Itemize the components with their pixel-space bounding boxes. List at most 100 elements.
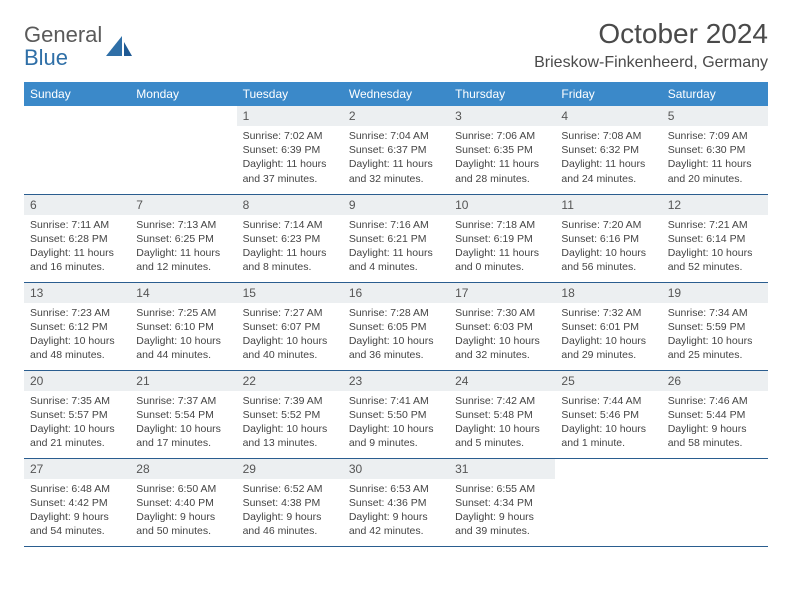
calendar-cell: 2Sunrise: 7:04 AMSunset: 6:37 PMDaylight… (343, 106, 449, 194)
calendar-cell-empty: . (130, 106, 236, 194)
day-number: 21 (130, 371, 236, 391)
day-details: Sunrise: 6:55 AMSunset: 4:34 PMDaylight:… (449, 479, 555, 543)
day-number: 24 (449, 371, 555, 391)
day-details: Sunrise: 7:41 AMSunset: 5:50 PMDaylight:… (343, 391, 449, 455)
day-number: 15 (237, 283, 343, 303)
calendar-cell: 18Sunrise: 7:32 AMSunset: 6:01 PMDayligh… (555, 282, 661, 370)
day-number: 27 (24, 459, 130, 479)
weekday-header-row: SundayMondayTuesdayWednesdayThursdayFrid… (24, 82, 768, 106)
header: General Blue October 2024 Brieskow-Finke… (24, 18, 768, 72)
calendar-body: ..1Sunrise: 7:02 AMSunset: 6:39 PMDaylig… (24, 106, 768, 546)
day-details: Sunrise: 7:28 AMSunset: 6:05 PMDaylight:… (343, 303, 449, 367)
calendar-cell: 15Sunrise: 7:27 AMSunset: 6:07 PMDayligh… (237, 282, 343, 370)
calendar-row: ..1Sunrise: 7:02 AMSunset: 6:39 PMDaylig… (24, 106, 768, 194)
calendar-cell: 29Sunrise: 6:52 AMSunset: 4:38 PMDayligh… (237, 458, 343, 546)
calendar-cell: 5Sunrise: 7:09 AMSunset: 6:30 PMDaylight… (662, 106, 768, 194)
calendar-cell: 17Sunrise: 7:30 AMSunset: 6:03 PMDayligh… (449, 282, 555, 370)
day-number: 8 (237, 195, 343, 215)
day-number: 22 (237, 371, 343, 391)
day-number: 17 (449, 283, 555, 303)
day-number: 18 (555, 283, 661, 303)
calendar-cell: 21Sunrise: 7:37 AMSunset: 5:54 PMDayligh… (130, 370, 236, 458)
day-number: 5 (662, 106, 768, 126)
day-details: Sunrise: 7:39 AMSunset: 5:52 PMDaylight:… (237, 391, 343, 455)
calendar-cell: 8Sunrise: 7:14 AMSunset: 6:23 PMDaylight… (237, 194, 343, 282)
day-number: 16 (343, 283, 449, 303)
day-details: Sunrise: 7:11 AMSunset: 6:28 PMDaylight:… (24, 215, 130, 279)
day-details: Sunrise: 7:02 AMSunset: 6:39 PMDaylight:… (237, 126, 343, 190)
calendar-cell: 25Sunrise: 7:44 AMSunset: 5:46 PMDayligh… (555, 370, 661, 458)
location: Brieskow-Finkenheerd, Germany (534, 54, 768, 72)
calendar-cell: 1Sunrise: 7:02 AMSunset: 6:39 PMDaylight… (237, 106, 343, 194)
logo-sail-icon (106, 36, 132, 58)
calendar-row: 27Sunrise: 6:48 AMSunset: 4:42 PMDayligh… (24, 458, 768, 546)
day-number: 28 (130, 459, 236, 479)
calendar-cell: 28Sunrise: 6:50 AMSunset: 4:40 PMDayligh… (130, 458, 236, 546)
calendar-row: 20Sunrise: 7:35 AMSunset: 5:57 PMDayligh… (24, 370, 768, 458)
day-number: 6 (24, 195, 130, 215)
day-details: Sunrise: 7:34 AMSunset: 5:59 PMDaylight:… (662, 303, 768, 367)
day-details: Sunrise: 7:16 AMSunset: 6:21 PMDaylight:… (343, 215, 449, 279)
day-number: 29 (237, 459, 343, 479)
day-details: Sunrise: 7:35 AMSunset: 5:57 PMDaylight:… (24, 391, 130, 455)
day-number: 10 (449, 195, 555, 215)
weekday-header: Saturday (662, 82, 768, 106)
calendar-cell: 6Sunrise: 7:11 AMSunset: 6:28 PMDaylight… (24, 194, 130, 282)
day-details: Sunrise: 7:20 AMSunset: 6:16 PMDaylight:… (555, 215, 661, 279)
calendar-cell: 23Sunrise: 7:41 AMSunset: 5:50 PMDayligh… (343, 370, 449, 458)
weekday-header: Friday (555, 82, 661, 106)
day-number: 19 (662, 283, 768, 303)
day-details: Sunrise: 7:08 AMSunset: 6:32 PMDaylight:… (555, 126, 661, 190)
calendar-cell: 30Sunrise: 6:53 AMSunset: 4:36 PMDayligh… (343, 458, 449, 546)
day-details: Sunrise: 7:13 AMSunset: 6:25 PMDaylight:… (130, 215, 236, 279)
day-details: Sunrise: 7:09 AMSunset: 6:30 PMDaylight:… (662, 126, 768, 190)
weekday-header: Thursday (449, 82, 555, 106)
day-number: 2 (343, 106, 449, 126)
day-details: Sunrise: 7:06 AMSunset: 6:35 PMDaylight:… (449, 126, 555, 190)
day-details: Sunrise: 7:04 AMSunset: 6:37 PMDaylight:… (343, 126, 449, 190)
day-number: 7 (130, 195, 236, 215)
logo-text-gray: General (24, 22, 102, 47)
calendar-row: 13Sunrise: 7:23 AMSunset: 6:12 PMDayligh… (24, 282, 768, 370)
calendar-cell-empty: . (555, 458, 661, 546)
calendar-cell: 4Sunrise: 7:08 AMSunset: 6:32 PMDaylight… (555, 106, 661, 194)
calendar-cell: 13Sunrise: 7:23 AMSunset: 6:12 PMDayligh… (24, 282, 130, 370)
logo: General Blue (24, 18, 132, 70)
calendar-cell: 27Sunrise: 6:48 AMSunset: 4:42 PMDayligh… (24, 458, 130, 546)
day-details: Sunrise: 7:30 AMSunset: 6:03 PMDaylight:… (449, 303, 555, 367)
day-details: Sunrise: 6:52 AMSunset: 4:38 PMDaylight:… (237, 479, 343, 543)
weekday-header: Monday (130, 82, 236, 106)
day-details: Sunrise: 7:46 AMSunset: 5:44 PMDaylight:… (662, 391, 768, 455)
day-details: Sunrise: 6:50 AMSunset: 4:40 PMDaylight:… (130, 479, 236, 543)
day-number: 11 (555, 195, 661, 215)
calendar-cell: 26Sunrise: 7:46 AMSunset: 5:44 PMDayligh… (662, 370, 768, 458)
day-details: Sunrise: 7:21 AMSunset: 6:14 PMDaylight:… (662, 215, 768, 279)
day-number: 1 (237, 106, 343, 126)
day-details: Sunrise: 7:37 AMSunset: 5:54 PMDaylight:… (130, 391, 236, 455)
day-number: 13 (24, 283, 130, 303)
day-details: Sunrise: 6:48 AMSunset: 4:42 PMDaylight:… (24, 479, 130, 543)
day-details: Sunrise: 6:53 AMSunset: 4:36 PMDaylight:… (343, 479, 449, 543)
day-number: 3 (449, 106, 555, 126)
day-details: Sunrise: 7:42 AMSunset: 5:48 PMDaylight:… (449, 391, 555, 455)
calendar-cell: 20Sunrise: 7:35 AMSunset: 5:57 PMDayligh… (24, 370, 130, 458)
calendar-cell: 19Sunrise: 7:34 AMSunset: 5:59 PMDayligh… (662, 282, 768, 370)
day-details: Sunrise: 7:14 AMSunset: 6:23 PMDaylight:… (237, 215, 343, 279)
day-details: Sunrise: 7:18 AMSunset: 6:19 PMDaylight:… (449, 215, 555, 279)
day-number: 20 (24, 371, 130, 391)
title-block: October 2024 Brieskow-Finkenheerd, Germa… (534, 18, 768, 72)
day-details: Sunrise: 7:25 AMSunset: 6:10 PMDaylight:… (130, 303, 236, 367)
day-number: 23 (343, 371, 449, 391)
calendar-table: SundayMondayTuesdayWednesdayThursdayFrid… (24, 82, 768, 547)
day-number: 9 (343, 195, 449, 215)
weekday-header: Sunday (24, 82, 130, 106)
calendar-cell: 14Sunrise: 7:25 AMSunset: 6:10 PMDayligh… (130, 282, 236, 370)
calendar-cell: 10Sunrise: 7:18 AMSunset: 6:19 PMDayligh… (449, 194, 555, 282)
calendar-cell: 31Sunrise: 6:55 AMSunset: 4:34 PMDayligh… (449, 458, 555, 546)
day-details: Sunrise: 7:44 AMSunset: 5:46 PMDaylight:… (555, 391, 661, 455)
calendar-cell: 16Sunrise: 7:28 AMSunset: 6:05 PMDayligh… (343, 282, 449, 370)
calendar-cell: 7Sunrise: 7:13 AMSunset: 6:25 PMDaylight… (130, 194, 236, 282)
logo-text-blue: Blue (24, 45, 68, 70)
calendar-cell: 12Sunrise: 7:21 AMSunset: 6:14 PMDayligh… (662, 194, 768, 282)
calendar-cell-empty: . (662, 458, 768, 546)
